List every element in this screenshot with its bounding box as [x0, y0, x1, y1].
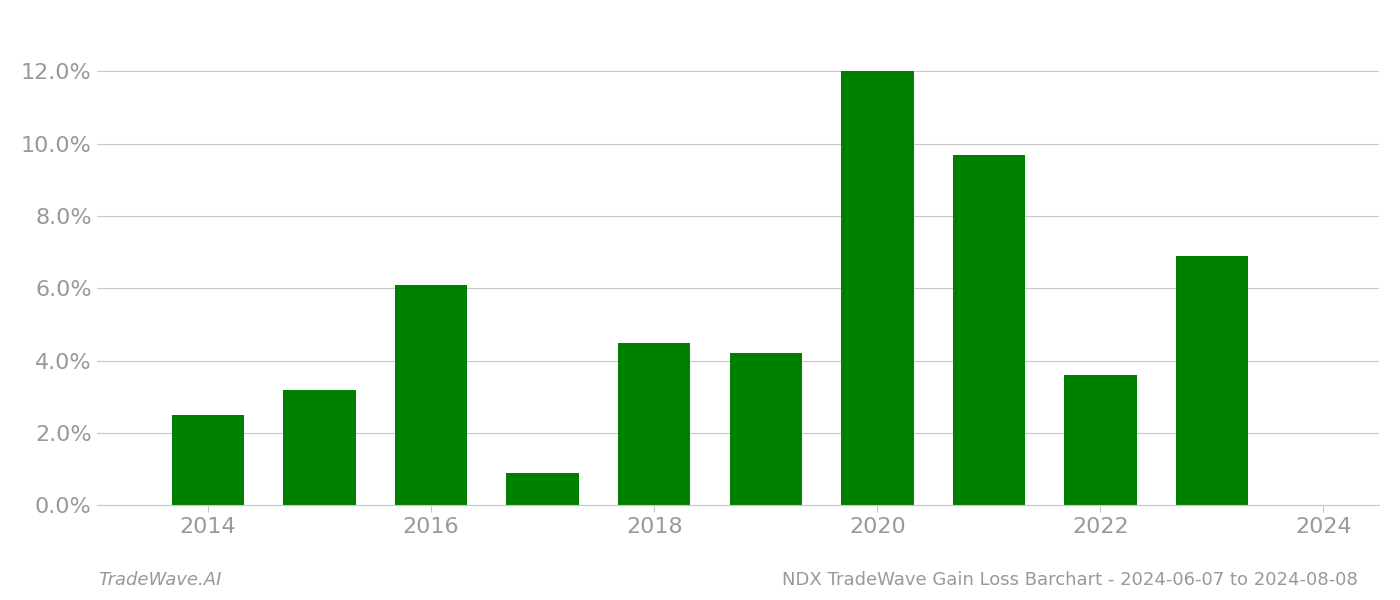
Bar [395, 285, 468, 505]
Bar [952, 155, 1025, 505]
Bar [507, 473, 580, 505]
Bar [172, 415, 245, 505]
Bar [729, 353, 802, 505]
Bar [1176, 256, 1249, 505]
Bar [1064, 375, 1137, 505]
Bar [283, 389, 356, 505]
Bar [841, 71, 914, 505]
Bar [617, 343, 690, 505]
Text: NDX TradeWave Gain Loss Barchart - 2024-06-07 to 2024-08-08: NDX TradeWave Gain Loss Barchart - 2024-… [783, 571, 1358, 589]
Text: TradeWave.AI: TradeWave.AI [98, 571, 221, 589]
